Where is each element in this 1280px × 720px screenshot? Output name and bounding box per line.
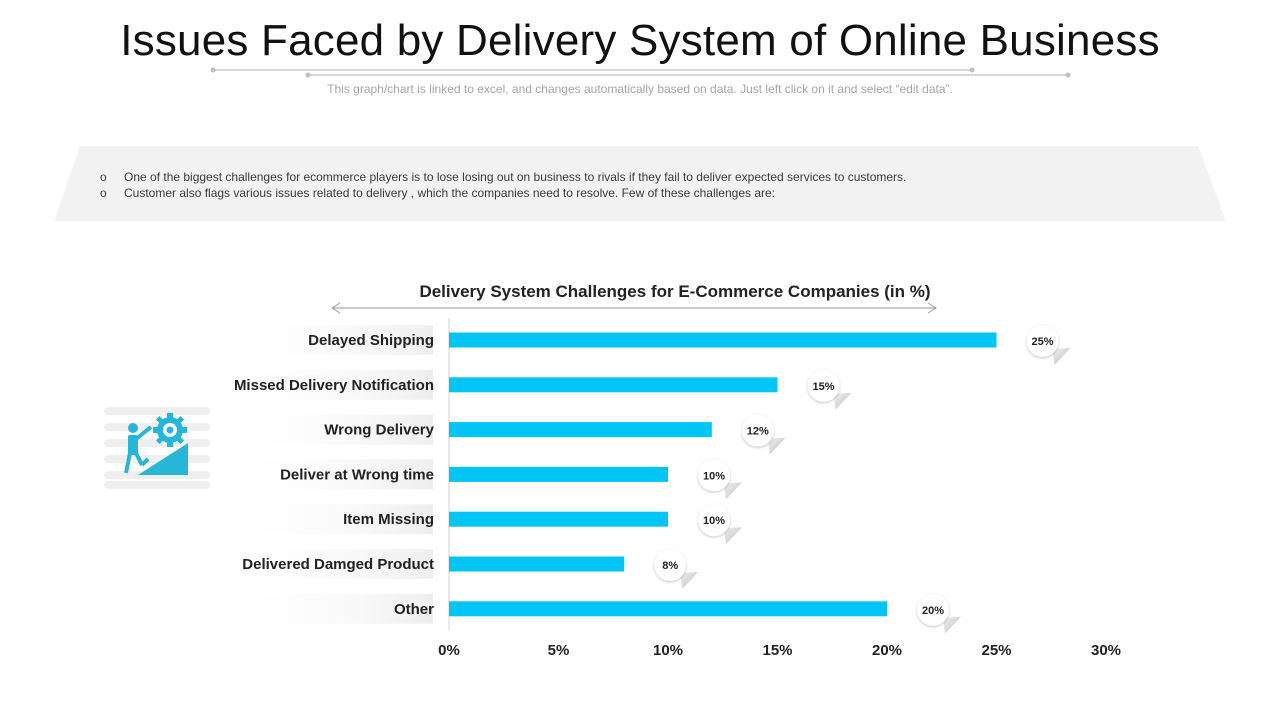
- category-label-background: [225, 325, 433, 355]
- bar: [449, 556, 625, 572]
- category-label-background: [225, 593, 433, 624]
- info-banner: [54, 146, 1226, 221]
- category-label: Item Missing: [343, 511, 434, 528]
- arrow-head-right: [927, 302, 937, 314]
- data-label: 20%: [922, 605, 944, 617]
- title-underline: [210, 67, 1071, 78]
- data-label-bubble: 25%: [1026, 325, 1071, 365]
- x-tick-label: 0%: [438, 642, 460, 659]
- bubble-pointer: [724, 482, 742, 500]
- category-label-background: [225, 369, 433, 400]
- bubble-pointer: [724, 527, 742, 545]
- data-label-bubble: 20%: [917, 593, 961, 634]
- category-label: Delivered Damged Product: [242, 556, 434, 573]
- category-label-background: [225, 414, 433, 445]
- x-tick-label: 30%: [1091, 642, 1121, 659]
- data-label: 10%: [703, 470, 725, 482]
- data-label-bubble: 10%: [698, 459, 742, 500]
- category-label: Missed Delivery Notification: [234, 377, 434, 394]
- bullet-list: o One of the biggest challenges for ecomm…: [100, 169, 906, 201]
- bullet-text: Customer also flags various issues relat…: [124, 186, 775, 200]
- data-label: 10%: [703, 515, 725, 527]
- subtitle: This graph/chart is linked to excel, and…: [327, 82, 953, 96]
- bar: [449, 511, 668, 527]
- category-label: Delayed Shipping: [308, 332, 434, 349]
- data-label: 25%: [1031, 336, 1053, 348]
- x-tick-label: 10%: [653, 642, 683, 659]
- bar: [449, 377, 778, 393]
- bubble-circle: [698, 459, 730, 492]
- category-label-background: [225, 459, 433, 490]
- bullet-marker: o: [100, 186, 107, 200]
- bar: [449, 601, 887, 617]
- data-label: 8%: [662, 560, 678, 572]
- bubble-pointer: [943, 616, 961, 634]
- category-label-background: [225, 504, 433, 535]
- bar: [449, 466, 668, 482]
- bubble-circle: [741, 414, 774, 447]
- bubble-circle: [698, 504, 730, 537]
- x-tick-label: 15%: [762, 642, 792, 659]
- bullet-item: o Customer also flags various issues rela…: [100, 185, 906, 201]
- category-label-background: [225, 549, 433, 579]
- data-label: 12%: [747, 426, 769, 438]
- bubble-circle: [1026, 325, 1059, 357]
- data-label: 15%: [812, 381, 834, 393]
- category-label: Wrong Delivery: [324, 422, 434, 439]
- data-label-bubble: 8%: [654, 549, 699, 589]
- bullet-item: o One of the biggest challenges for ecomm…: [100, 169, 906, 185]
- bubble-circle: [807, 369, 840, 402]
- page-title: Issues Faced by Delivery System of Onlin…: [120, 16, 1160, 65]
- bubble-circle: [654, 549, 687, 581]
- bullet-text: One of the biggest challenges for ecomme…: [124, 170, 907, 184]
- x-tick-label: 25%: [981, 642, 1011, 659]
- bubble-circle: [917, 593, 949, 626]
- arrow-head-left: [331, 302, 341, 314]
- person-climbing-gear-icon: [104, 407, 210, 489]
- span-arrow: [331, 302, 937, 314]
- data-label-bubble: 10%: [698, 504, 742, 545]
- bullet-marker: o: [100, 170, 107, 184]
- chart-title: Delivery System Challenges for E-Commerc…: [419, 282, 931, 301]
- data-label-bubble: 15%: [807, 369, 852, 410]
- bubble-pointer: [680, 572, 699, 589]
- bubble-pointer: [1052, 348, 1071, 365]
- data-label-bubble: 12%: [741, 414, 786, 455]
- x-tick-label: 5%: [548, 642, 570, 659]
- bubble-pointer: [833, 392, 852, 410]
- category-label: Deliver at Wrong time: [280, 466, 434, 483]
- category-label: Other: [394, 601, 434, 618]
- bubble-pointer: [767, 437, 786, 455]
- x-tick-label: 20%: [872, 642, 902, 659]
- bar: [449, 332, 997, 348]
- bar: [449, 422, 712, 438]
